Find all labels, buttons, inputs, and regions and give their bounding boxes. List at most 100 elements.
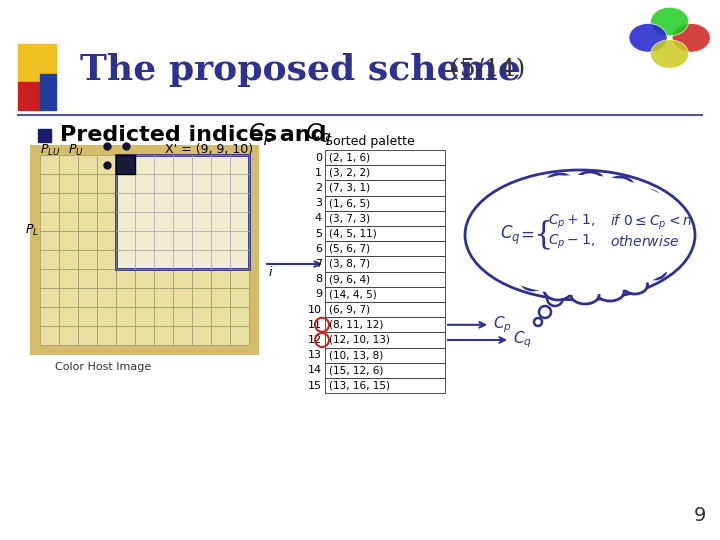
- Bar: [211, 231, 230, 250]
- Circle shape: [651, 40, 688, 68]
- Text: 4: 4: [315, 213, 322, 224]
- Bar: [325, 302, 445, 317]
- Text: 13: 13: [308, 350, 322, 360]
- Text: $P_L$: $P_L$: [25, 222, 39, 238]
- Bar: [154, 212, 173, 231]
- Bar: [135, 250, 154, 269]
- Text: $C_q$: $C_q$: [513, 330, 532, 350]
- Bar: [192, 269, 211, 288]
- Bar: [97, 307, 116, 326]
- Bar: [154, 250, 173, 269]
- Text: (3, 8, 7): (3, 8, 7): [329, 259, 370, 269]
- Bar: [325, 363, 445, 378]
- Text: (3, 7, 3): (3, 7, 3): [329, 213, 370, 224]
- Bar: [135, 212, 154, 231]
- Text: (1, 6, 5): (1, 6, 5): [329, 198, 370, 208]
- Text: (6, 9, 7): (6, 9, 7): [329, 305, 370, 315]
- Bar: [211, 307, 230, 326]
- Bar: [325, 150, 445, 165]
- Bar: [135, 307, 154, 326]
- Text: i: i: [269, 266, 272, 279]
- Bar: [40, 288, 59, 307]
- Bar: [230, 212, 249, 231]
- Bar: [325, 333, 445, 348]
- Bar: [116, 155, 135, 174]
- Bar: [192, 212, 211, 231]
- Bar: [325, 272, 445, 287]
- Bar: [40, 193, 59, 212]
- Bar: [230, 231, 249, 250]
- Bar: [192, 250, 211, 269]
- Bar: [97, 326, 116, 345]
- Bar: [116, 307, 135, 326]
- Bar: [325, 348, 445, 363]
- Bar: [230, 155, 249, 174]
- Circle shape: [672, 24, 710, 52]
- Bar: [116, 231, 135, 250]
- Bar: [211, 250, 230, 269]
- Ellipse shape: [470, 175, 690, 295]
- Text: (10, 13, 8): (10, 13, 8): [329, 350, 383, 360]
- Bar: [173, 174, 192, 193]
- Bar: [173, 269, 192, 288]
- Bar: [211, 193, 230, 212]
- Bar: [173, 250, 192, 269]
- Bar: [40, 231, 59, 250]
- Bar: [154, 174, 173, 193]
- Bar: [230, 174, 249, 193]
- Bar: [192, 193, 211, 212]
- Bar: [154, 193, 173, 212]
- Bar: [154, 269, 173, 288]
- Text: $if\ 0 \leq C_p < n$: $if\ 0 \leq C_p < n$: [610, 212, 692, 232]
- Text: 3: 3: [315, 198, 322, 208]
- Text: (5/14): (5/14): [450, 58, 526, 82]
- Bar: [97, 155, 116, 174]
- Bar: [230, 269, 249, 288]
- Bar: [40, 250, 59, 269]
- Text: 5: 5: [315, 228, 322, 239]
- Bar: [173, 250, 192, 269]
- Bar: [325, 180, 445, 195]
- Text: 9: 9: [315, 289, 322, 299]
- Ellipse shape: [504, 225, 526, 245]
- Bar: [116, 155, 249, 269]
- Text: (2, 1, 6): (2, 1, 6): [329, 153, 370, 163]
- Bar: [97, 269, 116, 288]
- Bar: [97, 231, 116, 250]
- Bar: [211, 193, 230, 212]
- Bar: [173, 288, 192, 307]
- Bar: [18, 82, 42, 110]
- Text: (15, 12, 6): (15, 12, 6): [329, 366, 383, 375]
- Ellipse shape: [507, 252, 529, 272]
- Bar: [97, 250, 116, 269]
- Bar: [154, 231, 173, 250]
- Bar: [192, 193, 211, 212]
- Ellipse shape: [465, 170, 695, 300]
- Bar: [135, 174, 154, 193]
- Bar: [192, 174, 211, 193]
- Bar: [325, 165, 445, 180]
- Text: (13, 16, 15): (13, 16, 15): [329, 381, 390, 390]
- Bar: [230, 307, 249, 326]
- Bar: [116, 326, 135, 345]
- Bar: [40, 74, 56, 110]
- Bar: [173, 231, 192, 250]
- Text: (3, 2, 2): (3, 2, 2): [329, 168, 370, 178]
- Bar: [116, 193, 135, 212]
- Bar: [38, 129, 51, 142]
- Bar: [78, 288, 97, 307]
- Text: 9: 9: [694, 506, 706, 525]
- Bar: [59, 155, 78, 174]
- Bar: [97, 174, 116, 193]
- Text: $C_p - 1,$: $C_p - 1,$: [548, 233, 595, 251]
- Text: 11: 11: [308, 320, 322, 330]
- Bar: [211, 174, 230, 193]
- Text: X' = (9, 9, 10): X' = (9, 9, 10): [165, 144, 253, 157]
- Bar: [135, 193, 154, 212]
- Bar: [135, 155, 154, 174]
- Bar: [135, 288, 154, 307]
- Bar: [59, 174, 78, 193]
- Bar: [173, 155, 192, 174]
- Bar: [230, 212, 249, 231]
- Ellipse shape: [571, 286, 599, 304]
